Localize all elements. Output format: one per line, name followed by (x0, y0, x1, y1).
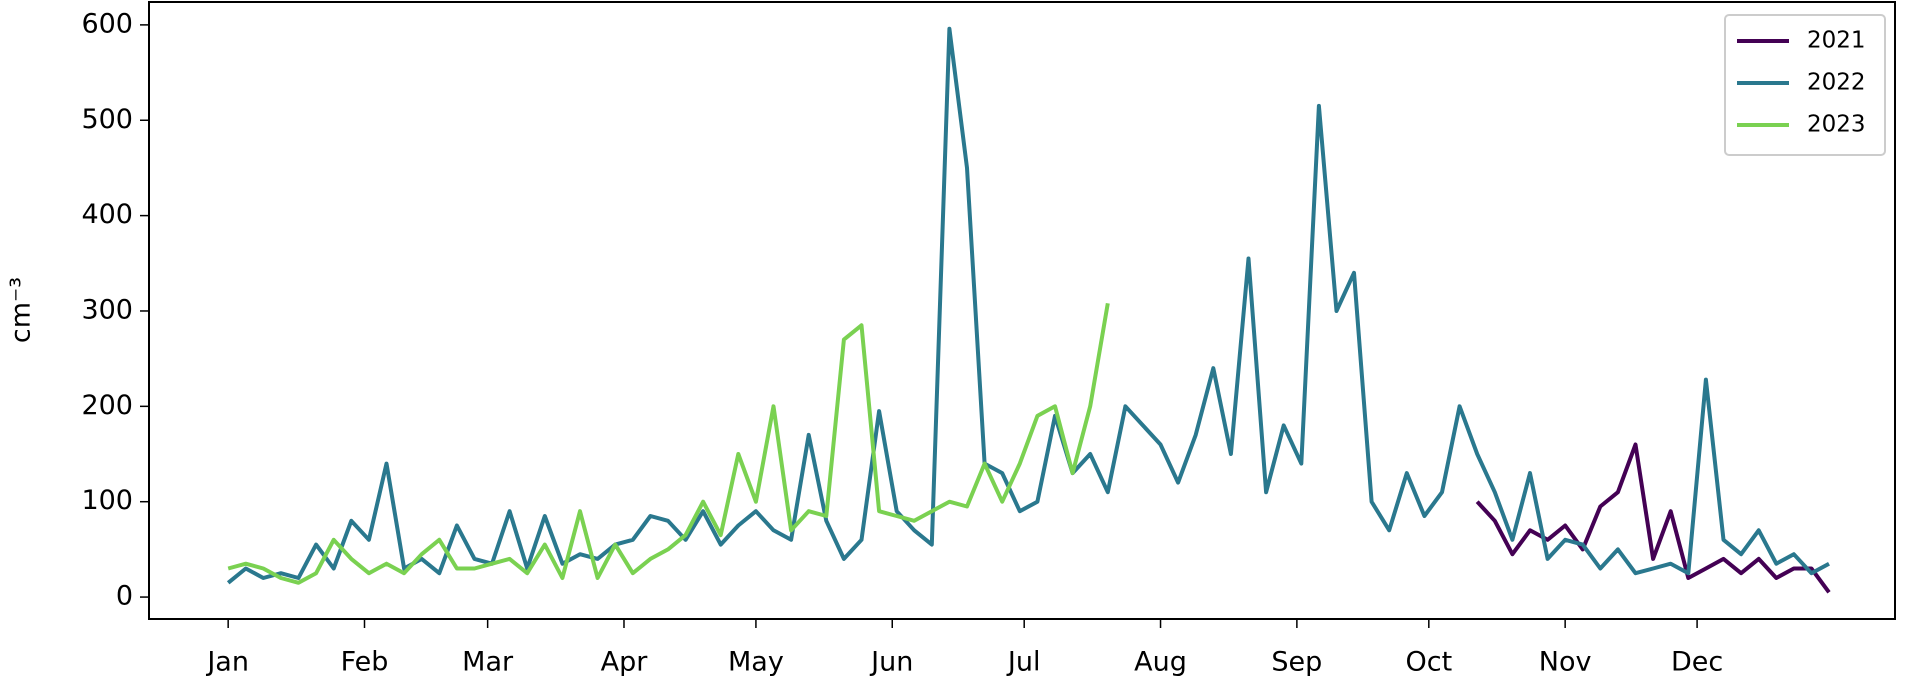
x-tick-label: Jul (1006, 647, 1041, 678)
y-tick-label: 100 (81, 485, 133, 516)
data-line (227, 302, 1110, 585)
x-tick-label: Jun (869, 647, 913, 678)
legend-label: 2021 (1807, 28, 1866, 54)
y-axis-label: cm⁻³ (6, 277, 37, 343)
x-tick-label: Mar (462, 647, 514, 678)
legend-label: 2023 (1807, 112, 1866, 138)
x-tick-label: Nov (1539, 647, 1592, 678)
x-tick-label: Apr (601, 647, 649, 678)
y-tick-label: 600 (81, 8, 133, 39)
x-tick-label: Sep (1271, 647, 1322, 678)
legend-label: 2022 (1807, 70, 1866, 96)
plot-frame (148, 1, 1896, 620)
data-line (1475, 442, 1831, 594)
y-tick-label: 200 (81, 390, 133, 421)
data-line (226, 26, 1830, 585)
x-tick-label: May (728, 647, 784, 678)
y-tick-label: 500 (81, 104, 133, 135)
x-tick-label: Dec (1671, 647, 1723, 678)
legend: 2021 2022 2023 (1724, 14, 1886, 156)
x-tick-label: Oct (1405, 647, 1452, 678)
y-tick-label: 300 (81, 294, 133, 325)
x-tick-label: Aug (1134, 647, 1187, 678)
x-tick-label: Feb (341, 647, 389, 678)
y-tick-label: 0 (116, 581, 133, 612)
x-tick-label: Jan (205, 647, 249, 678)
y-tick-label: 400 (81, 199, 133, 230)
legend-frame (1724, 14, 1886, 156)
